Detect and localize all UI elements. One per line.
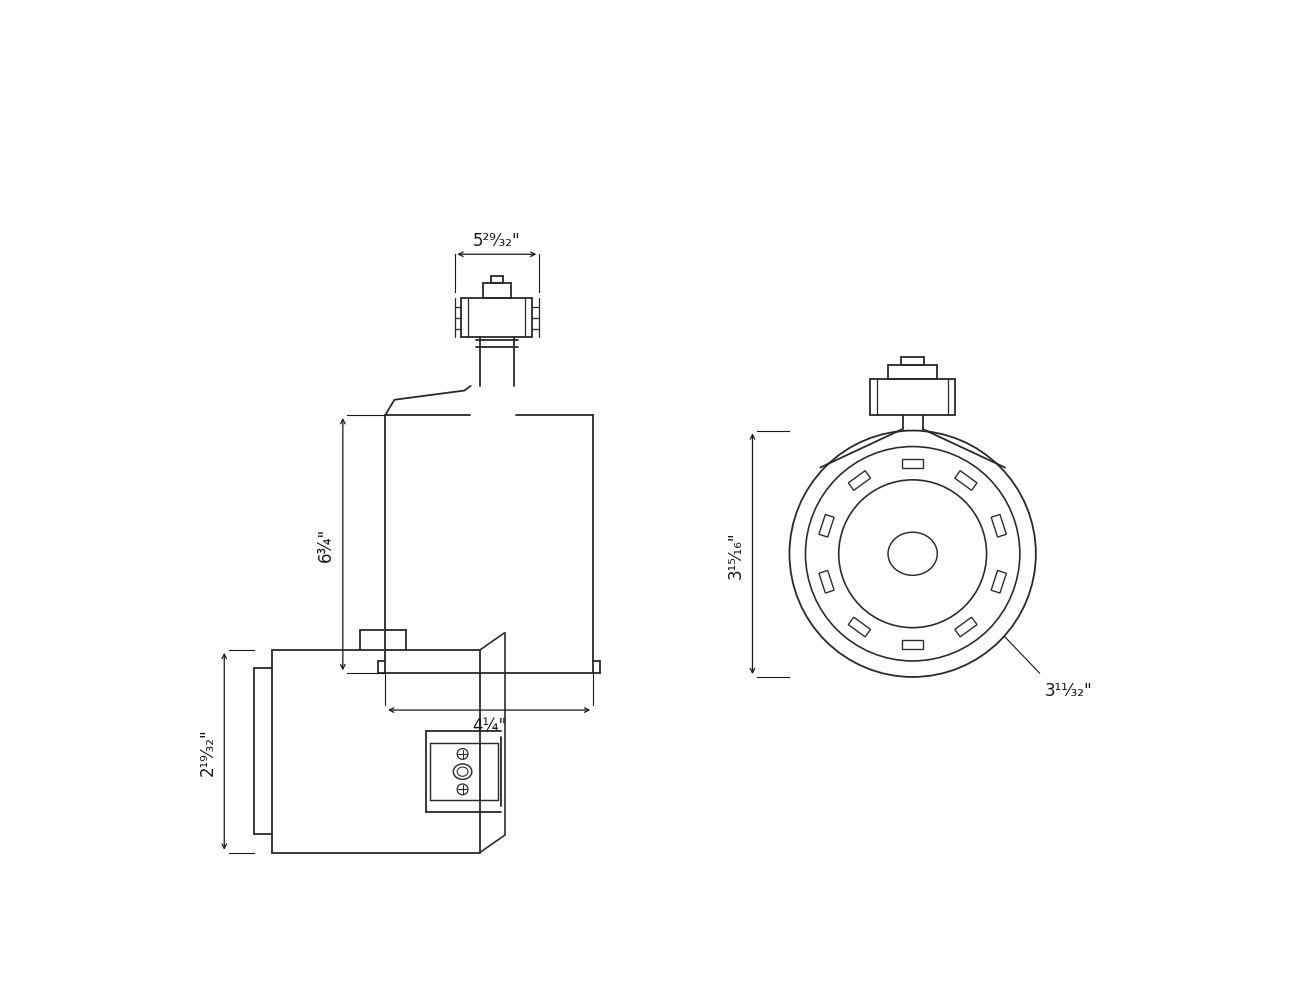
Text: 3¹⁵⁄₁₆": 3¹⁵⁄₁₆" xyxy=(727,531,745,578)
Text: 3¹¹⁄₃₂": 3¹¹⁄₃₂" xyxy=(1044,681,1092,699)
Text: 4¼": 4¼" xyxy=(472,716,506,734)
Text: 2¹⁹⁄₃₂": 2¹⁹⁄₃₂" xyxy=(199,727,217,775)
Text: 5²⁹⁄₃₂": 5²⁹⁄₃₂" xyxy=(473,232,521,250)
Text: 6¾": 6¾" xyxy=(317,528,335,562)
